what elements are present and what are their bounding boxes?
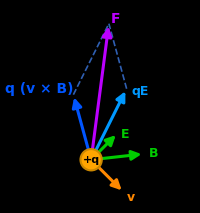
Text: v: v xyxy=(127,190,135,204)
Text: F: F xyxy=(111,12,121,26)
Circle shape xyxy=(80,149,102,170)
Text: q (v × B): q (v × B) xyxy=(5,82,74,96)
Text: qE: qE xyxy=(131,85,149,98)
Text: +q: +q xyxy=(83,155,100,165)
Text: E: E xyxy=(121,128,130,141)
Text: B: B xyxy=(149,147,159,160)
